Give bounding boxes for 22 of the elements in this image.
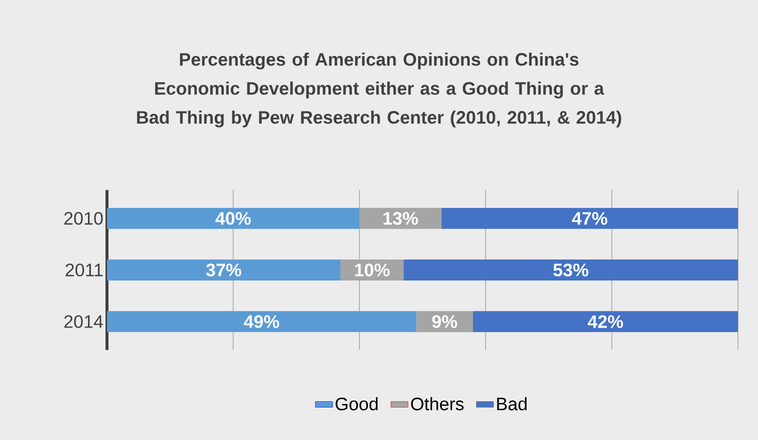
data-label: 9% xyxy=(432,315,458,328)
bar xyxy=(404,260,738,281)
data-label: 13% xyxy=(384,212,418,225)
data-label: 42% xyxy=(588,315,624,328)
bar xyxy=(107,208,360,229)
legend-label: Others xyxy=(411,397,464,410)
bar xyxy=(107,260,340,281)
y-tick-label: 2011 xyxy=(66,264,103,276)
data-label: 10% xyxy=(355,264,390,276)
legend-label: Bad xyxy=(497,397,527,410)
chart-title: Percentages of American Opinions on China's Economic Development either as a Good Thing or a Bad Thing by Pew Research Center (2010, 2011, & 2014) xyxy=(137,52,622,128)
y-tick-label: 2014 xyxy=(64,315,103,328)
legend-label: Good xyxy=(336,397,378,410)
data-label: 49% xyxy=(244,315,280,328)
y-tick-label: 2010 xyxy=(64,212,103,225)
data-label: 53% xyxy=(553,264,588,276)
data-label: 47% xyxy=(572,212,608,225)
bar xyxy=(472,311,738,332)
data-label: 40% xyxy=(215,212,251,225)
data-label: 37% xyxy=(206,264,242,276)
bar xyxy=(107,311,416,332)
bar xyxy=(441,208,738,229)
